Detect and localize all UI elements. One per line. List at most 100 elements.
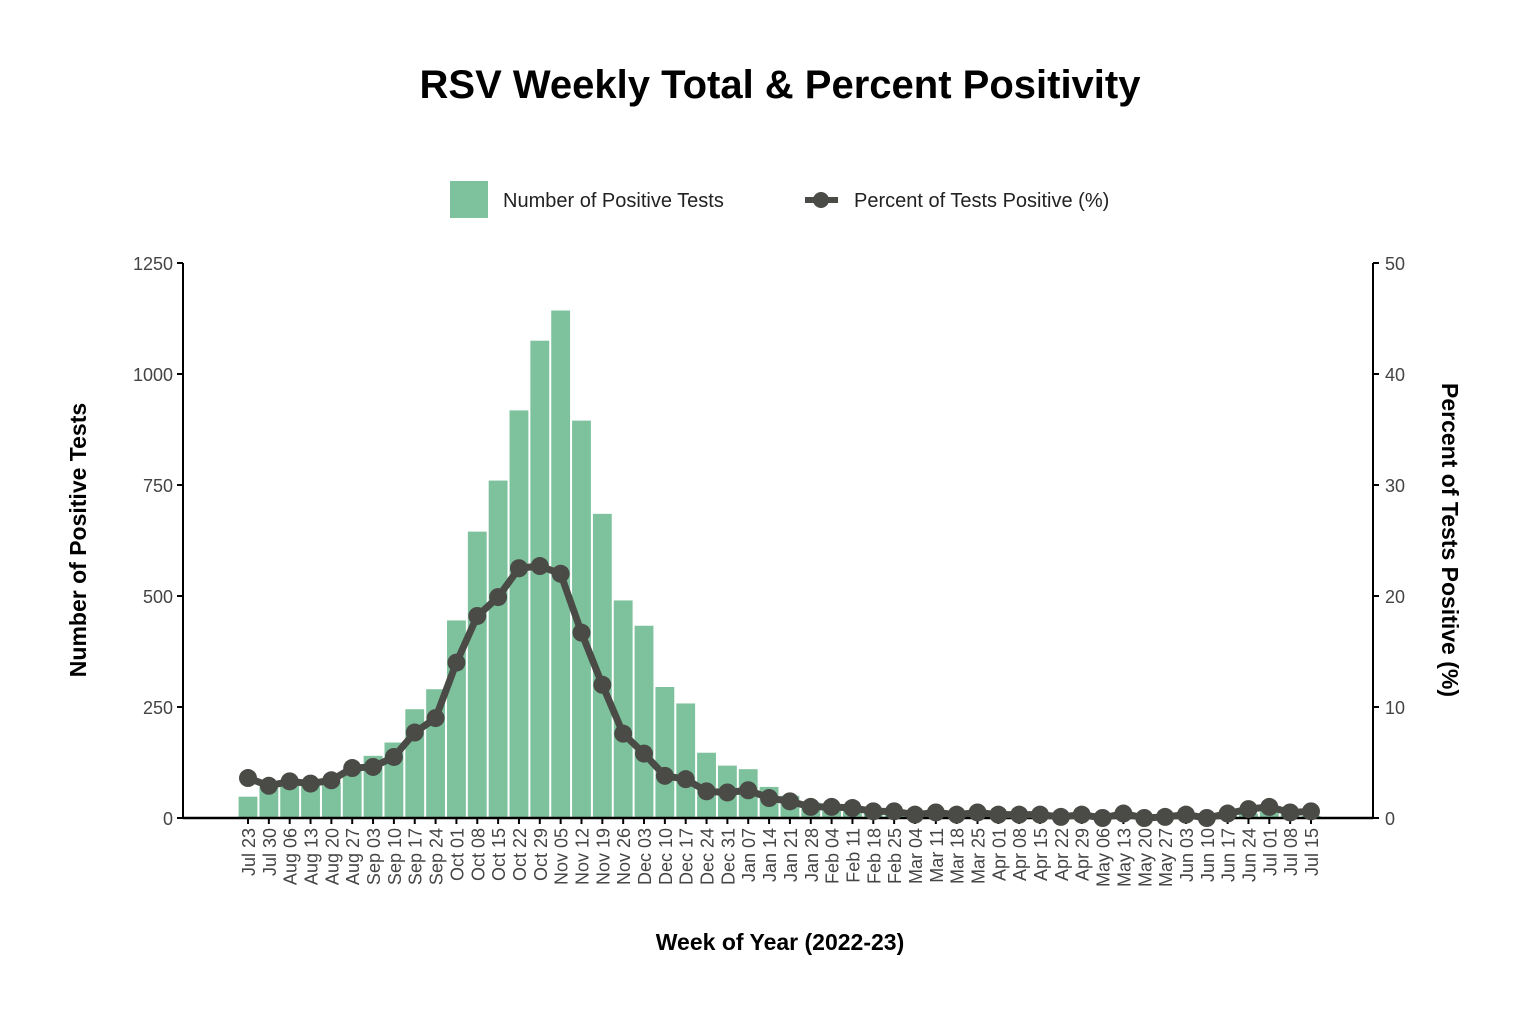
legend-line-marker bbox=[813, 192, 829, 208]
x-tick-label: Jul 30 bbox=[260, 828, 280, 876]
x-tick-label: Jun 17 bbox=[1219, 828, 1239, 882]
x-tick-label: Jul 15 bbox=[1302, 828, 1322, 876]
percent-point bbox=[468, 606, 487, 625]
bar bbox=[655, 687, 675, 818]
x-tick-label: Mar 18 bbox=[948, 828, 968, 884]
percent-point bbox=[343, 759, 362, 778]
x-tick-label: Jun 24 bbox=[1239, 828, 1259, 882]
x-tick-label: May 20 bbox=[1135, 828, 1155, 887]
percent-point bbox=[426, 709, 445, 728]
percent-point bbox=[1072, 805, 1091, 824]
percent-point bbox=[885, 802, 904, 821]
legend-label-bars: Number of Positive Tests bbox=[503, 190, 724, 212]
percent-point bbox=[905, 805, 924, 824]
bar bbox=[572, 420, 591, 818]
percent-point bbox=[593, 675, 612, 694]
percent-point bbox=[1302, 802, 1320, 821]
y2-tick-label: 0 bbox=[1385, 809, 1395, 829]
percent-point bbox=[1135, 809, 1154, 827]
bar bbox=[634, 625, 654, 818]
percent-point bbox=[1031, 805, 1050, 824]
bar bbox=[280, 784, 300, 818]
percent-point bbox=[1281, 803, 1300, 822]
percent-point bbox=[1239, 800, 1258, 819]
x-tick-label: May 27 bbox=[1156, 828, 1176, 887]
percent-point bbox=[1156, 807, 1175, 826]
x-tick-label: Apr 22 bbox=[1052, 828, 1072, 881]
y2-tick-label: 20 bbox=[1385, 587, 1405, 607]
x-tick-label: Jul 01 bbox=[1260, 828, 1280, 876]
percent-point bbox=[968, 803, 987, 822]
percent-point bbox=[1010, 805, 1029, 824]
x-tick-label: Aug 06 bbox=[281, 828, 301, 885]
x-tick-label: Jul 08 bbox=[1281, 828, 1301, 876]
y-tick-label: 1250 bbox=[133, 254, 173, 274]
percent-point bbox=[1218, 804, 1237, 823]
x-tick-label: Jun 03 bbox=[1177, 828, 1197, 882]
percent-point bbox=[947, 805, 966, 824]
x-tick-label: May 06 bbox=[1094, 828, 1114, 887]
x-tick-label: Apr 08 bbox=[1010, 828, 1030, 881]
percent-point bbox=[405, 723, 424, 742]
percent-point bbox=[1093, 809, 1112, 827]
y2-tick-label: 10 bbox=[1385, 698, 1405, 718]
chart-title: RSV Weekly Total & Percent Positivity bbox=[420, 63, 1142, 107]
x-tick-label: Mar 25 bbox=[969, 828, 989, 884]
x-tick-label: Aug 13 bbox=[302, 828, 322, 885]
x-tick-label: Sep 17 bbox=[406, 828, 426, 885]
x-tick-label: Dec 31 bbox=[718, 828, 738, 885]
percent-point bbox=[301, 774, 320, 793]
percent-point bbox=[843, 799, 862, 818]
x-tick-label: Feb 25 bbox=[885, 828, 905, 884]
x-tick-label: Apr 29 bbox=[1073, 828, 1093, 881]
percent-point bbox=[1176, 805, 1195, 824]
percent-line bbox=[246, 562, 1312, 822]
x-tick-label: Aug 27 bbox=[343, 828, 363, 885]
x-tick-label: Aug 20 bbox=[322, 828, 342, 885]
bar bbox=[551, 310, 571, 818]
percent-point bbox=[259, 776, 278, 795]
x-tick-label: Sep 10 bbox=[385, 828, 405, 885]
percent-point bbox=[280, 772, 299, 791]
y-axis-label: Number of Positive Tests bbox=[65, 403, 91, 677]
x-tick-label: Feb 11 bbox=[843, 828, 863, 883]
percent-point bbox=[614, 724, 633, 743]
bar bbox=[530, 340, 550, 818]
bar bbox=[592, 513, 612, 818]
x-tick-label: Jan 28 bbox=[802, 828, 822, 882]
x-tick-label: Feb 18 bbox=[864, 828, 884, 884]
y-tick-label: 250 bbox=[143, 698, 173, 718]
legend-bar-swatch bbox=[450, 181, 488, 218]
x-axis-label: Week of Year (2022-23) bbox=[656, 929, 904, 955]
bar bbox=[613, 600, 633, 818]
percent-point bbox=[780, 792, 799, 811]
x-tick-label: Mar 04 bbox=[906, 828, 926, 884]
y-tick-label: 0 bbox=[163, 809, 173, 829]
percent-point bbox=[572, 623, 591, 642]
x-tick-label: Jan 14 bbox=[760, 828, 780, 882]
bar bbox=[467, 531, 487, 818]
x-tick-label: Nov 19 bbox=[593, 828, 613, 885]
percent-point bbox=[1197, 809, 1216, 827]
percent-point bbox=[635, 744, 654, 763]
percent-point bbox=[239, 769, 257, 788]
bar bbox=[488, 480, 508, 818]
percent-point bbox=[801, 797, 820, 816]
y2-tick-label: 40 bbox=[1385, 365, 1405, 385]
legend-label-line: Percent of Tests Positive (%) bbox=[854, 190, 1109, 212]
percent-point bbox=[1260, 797, 1279, 816]
percent-point bbox=[822, 797, 841, 816]
percent-point bbox=[760, 789, 779, 808]
bar bbox=[342, 769, 362, 818]
bar bbox=[238, 796, 258, 818]
legend: Number of Positive Tests Percent of Test… bbox=[450, 181, 1109, 218]
x-tick-label: Nov 05 bbox=[552, 828, 572, 885]
percent-point bbox=[364, 757, 383, 776]
percent-point bbox=[489, 588, 508, 607]
percent-point bbox=[718, 783, 737, 802]
percent-point bbox=[739, 781, 758, 800]
bar bbox=[301, 784, 320, 818]
x-tick-label: Dec 17 bbox=[677, 828, 697, 885]
percent-point bbox=[989, 805, 1008, 824]
